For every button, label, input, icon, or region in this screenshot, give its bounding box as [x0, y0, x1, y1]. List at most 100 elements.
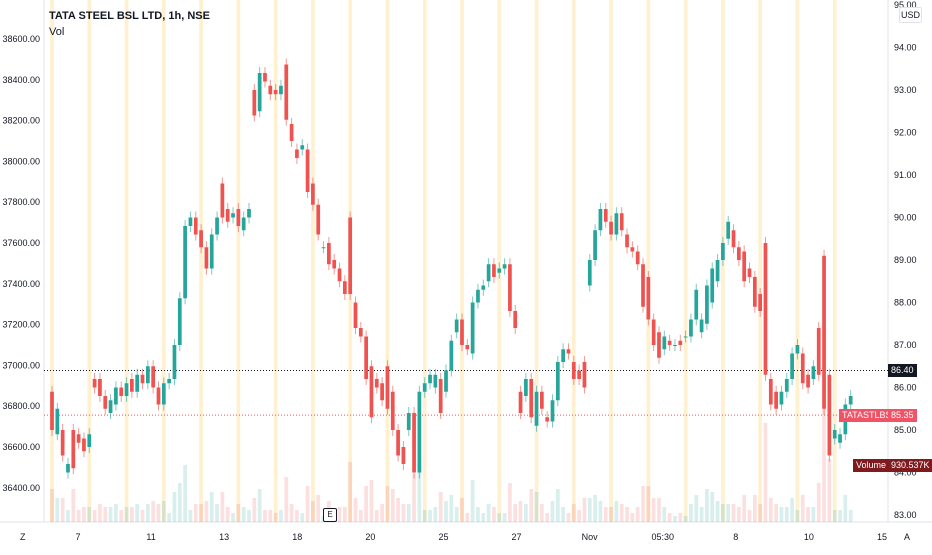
volume-bar: [364, 486, 369, 522]
candle-body: [609, 221, 613, 235]
volume-bar: [742, 495, 747, 522]
volume-bar: [417, 459, 422, 522]
candle-body: [689, 319, 693, 337]
candle-body: [417, 391, 422, 473]
earnings-event-marker[interactable]: E: [323, 508, 337, 522]
candle-body: [295, 149, 299, 158]
auto-scale-button[interactable]: A: [904, 532, 911, 542]
volume-bar: [305, 486, 310, 522]
candle-body: [433, 374, 438, 388]
right-axis-tick-label: 92.00: [894, 128, 917, 138]
candle-body: [103, 396, 108, 409]
candle-body: [183, 226, 187, 299]
left-axis-tick-label: 37000.00: [2, 360, 40, 370]
volume-bar: [545, 513, 550, 522]
volume-bar: [438, 492, 443, 522]
candle-body: [582, 362, 587, 388]
volume-bar: [598, 501, 603, 522]
volume-bar: [566, 513, 571, 522]
volume-bar: [145, 504, 150, 522]
volume-bar: [92, 510, 97, 522]
volume-bar: [752, 495, 757, 522]
volume-bar: [124, 507, 129, 522]
volume-bar: [50, 489, 54, 522]
candle-body: [822, 255, 826, 409]
volume-bar: [571, 504, 576, 522]
volume-bar: [550, 501, 555, 522]
volume-bar: [593, 495, 597, 522]
volume-bar: [465, 513, 470, 522]
volume-bar: [183, 465, 187, 522]
candle-body: [779, 391, 784, 405]
candle-body: [321, 247, 326, 249]
volume-bar: [369, 480, 374, 522]
session-highlight-band: [534, 0, 539, 522]
timezone-toggle-button[interactable]: Z: [20, 532, 26, 542]
volume-bar: [114, 504, 118, 522]
volume-bar: [587, 498, 592, 522]
session-highlight-band: [609, 0, 613, 522]
candle-body: [444, 370, 448, 392]
candle-body: [98, 379, 102, 396]
symbol-title[interactable]: TATA STEEL BSL LTD, 1h, NSE: [49, 10, 210, 22]
candle-body: [795, 345, 800, 354]
candle-body: [561, 349, 566, 362]
candle-body: [252, 90, 257, 116]
volume-bar: [220, 492, 225, 522]
volume-bar: [790, 498, 794, 522]
time-axis-tick-label: 13: [219, 532, 229, 542]
volume-bar: [561, 507, 566, 522]
time-axis-tick-label: 10: [804, 532, 814, 542]
candle-body: [172, 345, 177, 379]
volume-bar: [135, 504, 140, 522]
volume-bar: [705, 489, 709, 522]
volume-bar: [651, 498, 656, 522]
candle-body: [752, 277, 757, 307]
currency-button[interactable]: USD: [899, 7, 922, 23]
session-highlight-band: [236, 0, 241, 522]
right-axis-tick-label: 87.00: [894, 340, 917, 350]
volume-bar: [811, 507, 816, 522]
volume-bar: [311, 501, 315, 522]
volume-bar: [236, 504, 241, 522]
volume-bar: [630, 513, 635, 522]
left-axis-tick-label: 37600.00: [2, 238, 40, 248]
volume-bar: [406, 504, 411, 522]
time-axis-tick-label: 25: [438, 532, 448, 542]
right-axis-tick-label: 85.00: [894, 425, 917, 435]
candle-body: [220, 183, 225, 218]
time-axis-tick-label: 11: [146, 532, 155, 542]
volume-bar: [614, 501, 619, 522]
volume-bar: [667, 513, 672, 522]
volume-bar: [699, 507, 704, 522]
volume-bar: [177, 483, 182, 522]
candle-body: [667, 340, 672, 345]
volume-bar: [156, 504, 161, 522]
volume-bar: [673, 516, 677, 522]
candle-body: [135, 374, 140, 392]
candle-body: [108, 400, 113, 413]
right-axis-tick-label: 90.00: [894, 213, 917, 223]
volume-bar: [433, 507, 438, 522]
volume-bar: [231, 513, 235, 522]
volume-indicator-label[interactable]: Vol: [49, 26, 65, 38]
volume-bar: [103, 507, 108, 522]
left-axis-tick-label: 38600.00: [2, 34, 40, 44]
volume-bar: [816, 483, 821, 522]
session-highlight-band: [124, 0, 129, 522]
volume-value-tag: 930.537K: [888, 459, 932, 472]
candle-body: [524, 379, 528, 396]
candle-body: [87, 434, 92, 447]
volume-bar: [539, 504, 544, 522]
candle-body: [327, 243, 331, 265]
candle-body: [486, 264, 491, 282]
candle-body: [545, 417, 550, 422]
session-highlight-band: [758, 0, 763, 522]
last-price-tag: 85.35: [888, 409, 917, 422]
volume-name-tag: Volume: [853, 459, 890, 472]
volume-bar: [806, 507, 810, 522]
candle-body: [348, 217, 353, 294]
candle-body: [412, 413, 416, 473]
